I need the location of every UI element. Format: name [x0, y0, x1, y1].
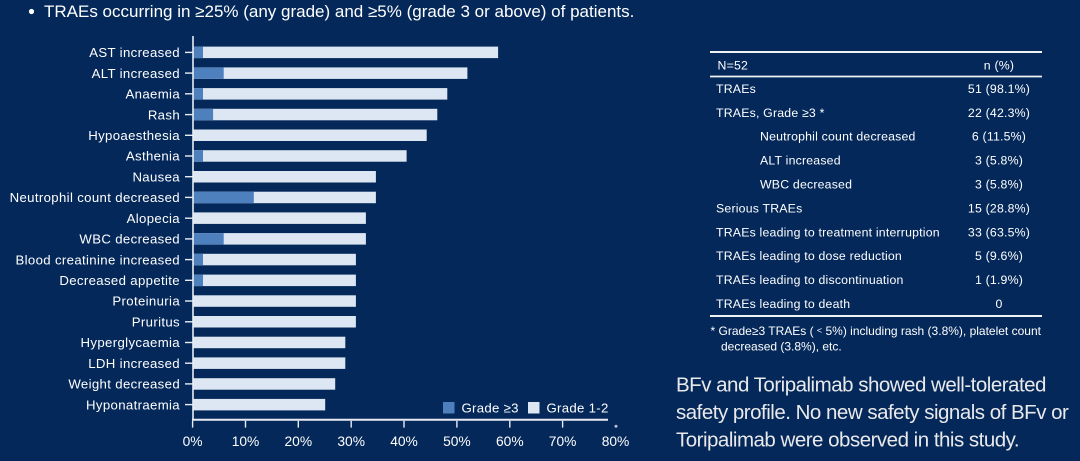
svg-text:Alopecia: Alopecia	[127, 211, 181, 226]
svg-text:Nausea: Nausea	[132, 169, 180, 184]
svg-text:WBC decreased: WBC decreased	[79, 232, 180, 247]
svg-text:Asthenia: Asthenia	[126, 149, 180, 164]
svg-text:* Grade≥3 TRAEs ( < 5%) includ: * Grade≥3 TRAEs ( < 5%) including rash (…	[711, 324, 1042, 338]
svg-text:80%: 80%	[602, 434, 630, 449]
svg-text:Pruritus: Pruritus	[132, 315, 180, 330]
svg-text:WBC decreased: WBC decreased	[760, 178, 852, 192]
svg-text:10%: 10%	[232, 434, 260, 449]
svg-text:Blood creatinine increased: Blood creatinine increased	[15, 252, 180, 267]
svg-text:70%: 70%	[549, 434, 577, 449]
svg-text:3 (5.8%): 3 (5.8%)	[975, 154, 1023, 168]
svg-text:40%: 40%	[390, 434, 418, 449]
svg-text:Grade ≥3: Grade ≥3	[462, 400, 519, 415]
svg-text:Hyponatraemia: Hyponatraemia	[86, 397, 180, 412]
svg-text:TRAEs leading to death: TRAEs leading to death	[716, 297, 850, 311]
svg-text:0: 0	[995, 297, 1002, 311]
svg-text:1 (1.9%): 1 (1.9%)	[975, 273, 1023, 287]
svg-text:Toripalimab were observed in t: Toripalimab were observed in this study.	[676, 429, 1019, 452]
svg-text:TRAEs, Grade ≥3 *: TRAEs, Grade ≥3 *	[716, 106, 825, 120]
svg-text:TRAEs leading to discontinuati: TRAEs leading to discontinuation	[716, 273, 904, 287]
svg-text:Anaemia: Anaemia	[126, 87, 181, 102]
svg-text:50%: 50%	[443, 434, 471, 449]
svg-text:LDH increased: LDH increased	[88, 356, 180, 371]
svg-text:Rash: Rash	[148, 107, 180, 122]
svg-text:Neutrophil count decreased: Neutrophil count decreased	[760, 130, 916, 144]
svg-text:30%: 30%	[337, 434, 365, 449]
svg-text:ALT increased: ALT increased	[92, 66, 180, 81]
svg-text:60%: 60%	[496, 434, 524, 449]
svg-text:0%: 0%	[183, 434, 203, 449]
svg-text:5 (9.6%): 5 (9.6%)	[975, 249, 1023, 263]
svg-text:decreased (3.8%), etc.: decreased (3.8%), etc.	[721, 340, 842, 354]
svg-text:TRAEs leading to dose reductio: TRAEs leading to dose reduction	[716, 249, 902, 263]
svg-text:TRAEs occurring in ≥25% (any g: TRAEs occurring in ≥25% (any grade) and …	[44, 2, 634, 21]
svg-text:20%: 20%	[284, 434, 312, 449]
svg-text:AST increased: AST increased	[89, 45, 180, 60]
svg-text:Decreased appetite: Decreased appetite	[59, 273, 180, 288]
svg-text:Weight decreased: Weight decreased	[68, 377, 180, 392]
svg-text:6 (11.5%): 6 (11.5%)	[972, 130, 1026, 144]
svg-text:22 (42.3%): 22 (42.3%)	[968, 106, 1030, 120]
svg-text:TRAEs leading to treatment int: TRAEs leading to treatment interruption	[716, 225, 940, 239]
svg-text:Hypoaesthesia: Hypoaesthesia	[88, 128, 180, 143]
svg-text:Grade 1-2: Grade 1-2	[547, 400, 609, 415]
svg-text:33 (63.5%): 33 (63.5%)	[968, 225, 1030, 239]
svg-text:ALT increased: ALT increased	[760, 154, 841, 168]
svg-text:51 (98.1%): 51 (98.1%)	[968, 82, 1030, 96]
svg-text:safety profile. No new safety: safety profile. No new safety signals of…	[676, 401, 1069, 424]
svg-text:3 (5.8%): 3 (5.8%)	[975, 178, 1023, 192]
svg-text:Serious TRAEs: Serious TRAEs	[716, 201, 802, 215]
svg-text:TRAEs: TRAEs	[716, 82, 756, 96]
svg-text:15 (28.8%): 15 (28.8%)	[968, 201, 1030, 215]
svg-text:Proteinuria: Proteinuria	[112, 294, 180, 309]
svg-text:N=52: N=52	[718, 58, 749, 72]
svg-text:Hyperglycaemia: Hyperglycaemia	[81, 335, 181, 350]
svg-text:Neutrophil count decreased: Neutrophil count decreased	[10, 190, 180, 205]
svg-text:n (%): n (%)	[984, 58, 1014, 72]
svg-text:BFv and Toripalimab showed wel: BFv and Toripalimab showed well-tolerate…	[676, 374, 1046, 397]
